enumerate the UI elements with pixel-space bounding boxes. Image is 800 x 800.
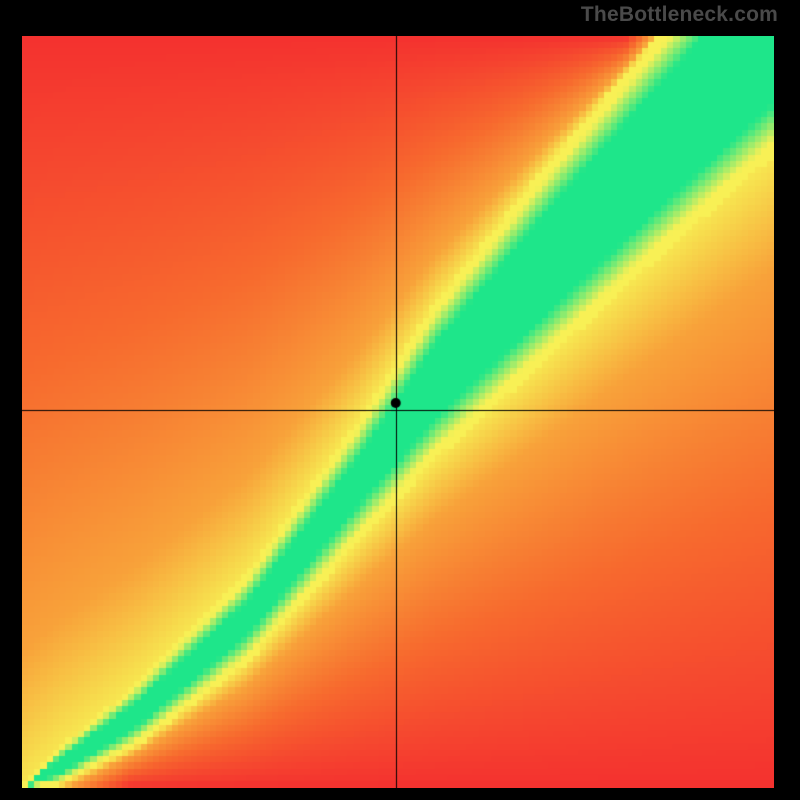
bottleneck-heatmap bbox=[22, 36, 774, 788]
chart-container: TheBottleneck.com bbox=[0, 0, 800, 800]
watermark-text: TheBottleneck.com bbox=[581, 3, 778, 27]
